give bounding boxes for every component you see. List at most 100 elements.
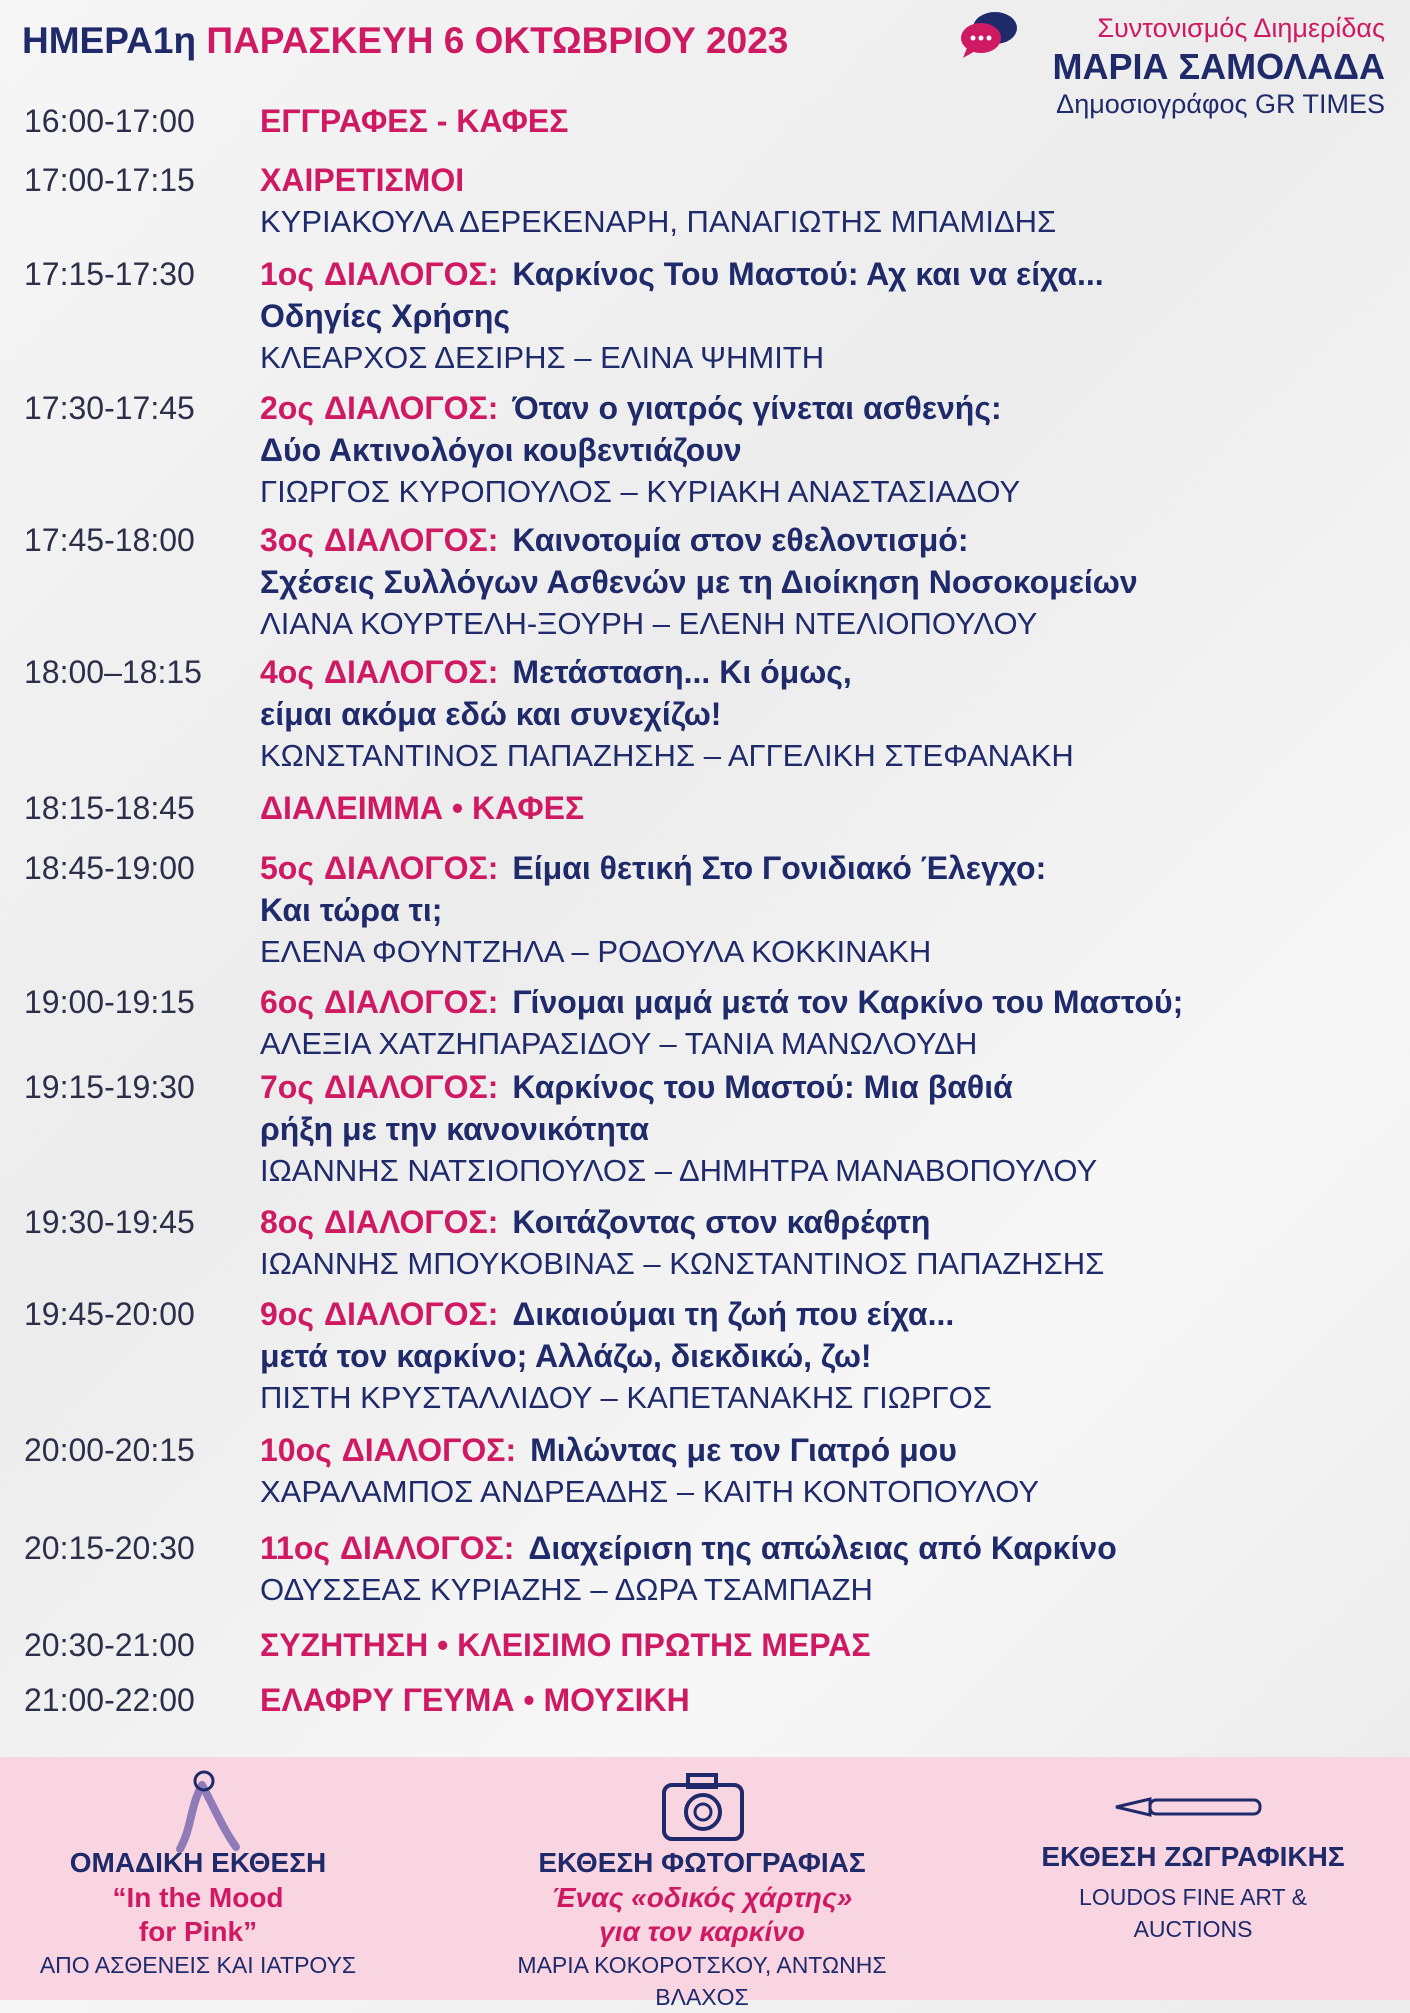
- time: 20:15-20:30: [24, 1530, 195, 1566]
- schedule-item: 19:30-19:45 8ος ΔΙΑΛΟΓΟΣ: Κοιτάζοντας στον …: [0, 1201, 1410, 1281]
- schedule-item: 17:00-17:15 ΧΑΙΡΕΤΙΣΜΟΙ ΚΥΡΙΑΚΟΥΛΑ ΔΕΡΕΚΕΝ…: [0, 159, 1410, 239]
- dialogue-title: Δικαιούμαι τη ζωή που είχα...: [512, 1296, 955, 1332]
- item-body: ΣΥΖΗΤΗΣΗ • ΚΛΕΙΣΙΜΟ ΠΡΩΤΗΣ ΜΕΡΑΣ: [260, 1624, 871, 1666]
- item-heading: ΧΑΙΡΕΤΙΣΜΟΙ: [260, 159, 1056, 201]
- schedule-item: 19:00-19:15 6ος ΔΙΑΛΟΓΟΣ: Γίνομαι μαμά μετά…: [0, 981, 1410, 1061]
- coordinator-role: Δημοσιογράφος GR TIMES: [1056, 89, 1385, 119]
- dialogue-title: Δύο Ακτινολόγοι κουβεντιάζουν: [260, 432, 742, 468]
- schedule-item: 17:45-18:00 3ος ΔΙΑΛΟΓΟΣ: Καινοτομία στον ε…: [0, 519, 1410, 641]
- item-body: 3ος ΔΙΑΛΟΓΟΣ: Καινοτομία στον εθελοντισμό:…: [260, 519, 1138, 645]
- dialogue-number: 7ος: [260, 1069, 314, 1105]
- time: 19:30-19:45: [24, 1204, 195, 1240]
- dialogue-kind: ΔΙΑΛΟΓΟΣ:: [323, 1069, 499, 1105]
- speakers: ΑΛΕΞΙΑ ΧΑΤΖΗΠΑΡΑΣΙΔΟΥ – ΤΑΝΙΑ ΜΑΝΩΛΟΥΔΗ: [260, 1026, 978, 1061]
- item-heading: 9ος ΔΙΑΛΟΓΟΣ: Δικαιούμαι τη ζωή που είχα..…: [260, 1293, 992, 1335]
- time: 19:15-19:30: [24, 1069, 195, 1105]
- exhibition: ΕΚΘΕΣΗ ΦΩΤΟΓΡΑΦΙΑΣ Ένας «οδικός χάρτης» γι…: [472, 1845, 932, 2013]
- dialogue-title: Καρκίνος του Μαστού: Μια βαθιά: [512, 1069, 1013, 1105]
- time: 21:00-22:00: [24, 1682, 195, 1718]
- item-label: ΕΓΓΡΑΦΕΣ - ΚΑΦΕΣ: [260, 103, 569, 139]
- time: 17:30-17:45: [24, 390, 195, 426]
- schedule-item: 19:45-20:00 9ος ΔΙΑΛΟΓΟΣ: Δικαιούμαι τη ζωή…: [0, 1293, 1410, 1415]
- item-body: 7ος ΔΙΑΛΟΓΟΣ: Καρκίνος του Μαστού: Μια βαθ…: [260, 1066, 1097, 1192]
- item-heading: 8ος ΔΙΑΛΟΓΟΣ: Κοιτάζοντας στον καθρέφτη: [260, 1201, 1104, 1243]
- item-body: ΔΙΑΛΕΙΜΜΑ • ΚΑΦΕΣ: [260, 787, 584, 829]
- dialogue-title: Και τώρα τι;: [260, 892, 443, 928]
- dialogue-kind: ΔΙΑΛΟΓΟΣ:: [323, 256, 499, 292]
- item-heading: 10ος ΔΙΑΛΟΓΟΣ: Μιλώντας με τον Γιατρό μου: [260, 1429, 1039, 1471]
- dialogue-number: 5ος: [260, 850, 314, 886]
- dialogue-title: Μετάσταση... Κι όμως,: [512, 654, 852, 690]
- dialogue-kind: ΔΙΑΛΟΓΟΣ:: [323, 654, 499, 690]
- item-heading: 11ος ΔΙΑΛΟΓΟΣ: Διαχείριση της απώλειας από…: [260, 1527, 1117, 1569]
- dialogue-kind: ΔΙΑΛΟΓΟΣ:: [323, 390, 499, 426]
- schedule-item: 18:00–18:15 4ος ΔΙΑΛΟΓΟΣ: Μετάσταση... Κι ό…: [0, 651, 1410, 773]
- brush-icon: [1115, 1797, 1262, 1817]
- item-heading: 4ος ΔΙΑΛΟΓΟΣ: Μετάσταση... Κι όμως,: [260, 651, 1074, 693]
- footer: ΟΜΑΔΙΚΗ ΕΚΘΕΣΗ “In the Mood for Pink” ΑΠΟ Α…: [0, 1757, 1410, 2010]
- schedule-item: 16:00-17:00 ΕΓΓΡΑΦΕΣ - ΚΑΦΕΣ: [0, 100, 1410, 139]
- item-body: 8ος ΔΙΑΛΟΓΟΣ: Κοιτάζοντας στον καθρέφτη ΙΩΑ…: [260, 1201, 1104, 1285]
- item-body: ΕΓΓΡΑΦΕΣ - ΚΑΦΕΣ: [260, 100, 568, 142]
- dialogue-kind: ΔΙΑΛΟΓΟΣ:: [340, 1530, 515, 1566]
- dialogue-title: Κοιτάζοντας στον καθρέφτη: [512, 1204, 931, 1240]
- speakers: ΙΩΑΝΝΗΣ ΝΑΤΣΙΟΠΟΥΛΟΣ – ΔΗΜΗΤΡΑ ΜΑΝΑΒΟΠΟΥ…: [260, 1153, 1098, 1188]
- item-heading: ΕΓΓΡΑΦΕΣ - ΚΑΦΕΣ: [260, 100, 568, 142]
- exhibition-note: ΑΠΟ ΑΣΘΕΝΕΙΣ ΚΑΙ ΙΑΤΡΟΥΣ: [39, 1952, 357, 1978]
- schedule-item: 21:00-22:00 ΕΛΑΦΡΥ ΓΕΥΜΑ • ΜΟΥΣΙΚΗ: [0, 1679, 1410, 1718]
- dialogue-title: ρήξη με την κανονικότητα: [260, 1111, 650, 1147]
- chat-icon: [961, 12, 1017, 58]
- coordinator-label: Συντονισμός Διημερίδας: [1097, 13, 1385, 43]
- dialogue-title: Οδηγίες Χρήσης: [260, 298, 511, 334]
- item-body: 4ος ΔΙΑΛΟΓΟΣ: Μετάσταση... Κι όμως, είμαι α…: [260, 651, 1074, 777]
- item-body: 5ος ΔΙΑΛΟΓΟΣ: Είμαι θετική Στο Γονιδιακό Έ…: [260, 847, 1046, 973]
- item-heading: ΣΥΖΗΤΗΣΗ • ΚΛΕΙΣΙΜΟ ΠΡΩΤΗΣ ΜΕΡΑΣ: [260, 1624, 871, 1666]
- time: 17:15-17:30: [24, 256, 195, 292]
- item-body: ΧΑΙΡΕΤΙΣΜΟΙ ΚΥΡΙΑΚΟΥΛΑ ΔΕΡΕΚΕΝΑΡΗ, ΠΑΝΑΓΙ…: [260, 159, 1056, 243]
- time: 19:45-20:00: [24, 1296, 195, 1332]
- exhibition-note: LOUDOS FINE ART &: [1079, 1884, 1307, 1910]
- item-heading: 7ος ΔΙΑΛΟΓΟΣ: Καρκίνος του Μαστού: Μια βαθ…: [260, 1066, 1097, 1108]
- dialogue-title: Καρκίνος Του Μαστού: Αχ και να είχα...: [512, 256, 1104, 292]
- speakers: ΓΙΩΡΓΟΣ ΚΥΡΟΠΟΥΛΟΣ – ΚΥΡΙΑΚΗ ΑΝΑΣΤΑΣΙΑΔΟ…: [260, 474, 1021, 509]
- speakers: ΚΥΡΙΑΚΟΥΛΑ ΔΕΡΕΚΕΝΑΡΗ, ΠΑΝΑΓΙΩΤΗΣ ΜΠΑΜΙΔ…: [260, 204, 1057, 239]
- dialogue-kind: ΔΙΑΛΟΓΟΣ:: [323, 1296, 499, 1332]
- speakers: ΠΙΣΤΗ ΚΡΥΣΤΑΛΛΙΔΟΥ – ΚΑΠΕΤΑΝΑΚΗΣ ΓΙΩΡΓΟΣ: [260, 1380, 992, 1415]
- item-label: ΔΙΑΛΕΙΜΜΑ • ΚΑΦΕΣ: [260, 790, 585, 826]
- dialogue-kind: ΔΙΑΛΟΓΟΣ:: [341, 1432, 517, 1468]
- dialogue-number: 10ος: [260, 1432, 332, 1468]
- item-label: ΕΛΑΦΡΥ ΓΕΥΜΑ • ΜΟΥΣΙΚΗ: [260, 1682, 690, 1718]
- time: 18:45-19:00: [24, 850, 195, 886]
- dialogue-number: 4ος: [260, 654, 314, 690]
- item-label: ΧΑΙΡΕΤΙΣΜΟΙ: [260, 162, 465, 198]
- exhibition-note: AUCTIONS: [1133, 1916, 1253, 1942]
- camera-icon: [662, 1773, 744, 1841]
- dialogue-kind: ΔΙΑΛΟΓΟΣ:: [323, 522, 499, 558]
- time: 20:00-20:15: [24, 1432, 195, 1468]
- exhibition-subtitle: “In the Mood: [112, 1882, 284, 1913]
- schedule-item: 18:15-18:45 ΔΙΑΛΕΙΜΜΑ • ΚΑΦΕΣ: [0, 787, 1410, 826]
- exhibition-title: ΕΚΘΕΣΗ ΦΩΤΟΓΡΑΦΙΑΣ: [538, 1847, 866, 1878]
- item-body: 10ος ΔΙΑΛΟΓΟΣ: Μιλώντας με τον Γιατρό μου Χ…: [260, 1429, 1039, 1513]
- dialogue-number: 2ος: [260, 390, 314, 426]
- item-body: ΕΛΑΦΡΥ ΓΕΥΜΑ • ΜΟΥΣΙΚΗ: [260, 1679, 690, 1721]
- exhibition-title: ΕΚΘΕΣΗ ΖΩΓΡΑΦΙΚΗΣ: [1041, 1841, 1345, 1872]
- item-heading: 2ος ΔΙΑΛΟΓΟΣ: Όταν ο γιατρός γίνεται ασθεν…: [260, 387, 1020, 429]
- item-body: 1ος ΔΙΑΛΟΓΟΣ: Καρκίνος Του Μαστού: Αχ και …: [260, 253, 1104, 379]
- exhibition: ΟΜΑΔΙΚΗ ΕΚΘΕΣΗ “In the Mood for Pink” ΑΠΟ Α…: [0, 1845, 428, 1981]
- dialogue-title: Γίνομαι μαμά μετά τον Καρκίνο του Μαστού…: [512, 984, 1184, 1020]
- item-body: 9ος ΔΙΑΛΟΓΟΣ: Δικαιούμαι τη ζωή που είχα..…: [260, 1293, 992, 1419]
- ribbon-icon: [176, 1770, 240, 1853]
- time: 16:00-17:00: [24, 103, 195, 139]
- schedule-item: 17:30-17:45 2ος ΔΙΑΛΟΓΟΣ: Όταν ο γιατρός γί…: [0, 387, 1410, 509]
- dialogue-title: είμαι ακόμα εδώ και συνεχίζω!: [260, 696, 722, 732]
- speakers: ΙΩΑΝΝΗΣ ΜΠΟΥΚΟΒΙΝΑΣ – ΚΩΝΣΤΑΝΤΙΝΟΣ ΠΑΠΑΖ…: [260, 1246, 1105, 1281]
- dialogue-kind: ΔΙΑΛΟΓΟΣ:: [323, 850, 499, 886]
- exhibition-subtitle: for Pink”: [138, 1916, 258, 1947]
- time: 18:00–18:15: [24, 654, 202, 690]
- dialogue-number: 8ος: [260, 1204, 314, 1240]
- speakers: ΛΙΑΝΑ ΚΟΥΡΤΕΛΗ-ΞΟΥΡΗ – ΕΛΕΝΗ ΝΤΕΛΙΟΠΟΥΛΟ…: [260, 606, 1038, 641]
- speakers: ΕΛΕΝΑ ΦΟΥΝΤΖΗΛΑ – ΡΟΔΟΥΛΑ ΚΟΚΚΙΝΑΚΗ: [260, 934, 932, 969]
- dialogue-title: Καινοτομία στον εθελοντισμό:: [512, 522, 969, 558]
- item-label: ΣΥΖΗΤΗΣΗ • ΚΛΕΙΣΙΜΟ ΠΡΩΤΗΣ ΜΕΡΑΣ: [260, 1627, 871, 1663]
